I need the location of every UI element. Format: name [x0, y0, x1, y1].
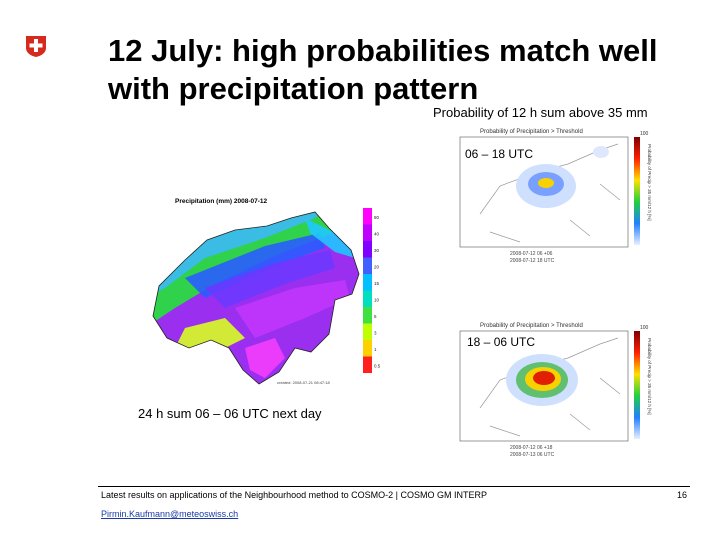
legend-swatch	[363, 274, 372, 291]
legend-swatch	[363, 323, 372, 340]
footer-divider	[98, 486, 690, 487]
panel-label-18-06: 18 – 06 UTC	[467, 335, 536, 349]
slide-title-line-2: with precipitation pattern	[108, 71, 479, 106]
legend-swatch	[363, 257, 372, 274]
legend-level-label: 20	[374, 265, 380, 270]
legend-swatch	[363, 224, 372, 241]
prob-panel-footer-1: 2008-07-12 06 +06	[510, 251, 553, 257]
precipitation-map: Precipitation (mm) 2008-07-12 8040302015…	[152, 198, 380, 385]
probability-map-06-18: Probability of Precipitation > Threshold…	[459, 129, 652, 264]
slide-title-line-1: 12 July: high probabilities match well	[108, 33, 658, 68]
prob-panel-title: Probability of Precipitation > Threshold	[480, 323, 583, 329]
prob-panel-footer-2: 2008-07-13 06 UTC	[510, 452, 555, 458]
legend-swatch	[363, 290, 372, 307]
legend-level-label: 0.5	[374, 364, 380, 369]
precip-map-title: Precipitation (mm) 2008-07-12	[175, 198, 268, 205]
footer-text: Latest results on applications of the Ne…	[101, 490, 488, 500]
prob-scale-label: Probability of Precip > 35 mm/12 h [%]	[647, 144, 652, 221]
prob-panel-footer-2: 2008-07-12 18 UTC	[510, 258, 555, 264]
panel-label-06-18: 06 – 18 UTC	[465, 147, 534, 161]
prob-panel-footer-1: 2008-07-12 06 +18	[510, 445, 553, 451]
swiss-cross-logo-icon	[26, 36, 46, 57]
precip-field	[153, 212, 359, 384]
probability-subtitle: Probability of 12 h sum above 35 mm	[433, 105, 648, 120]
legend-level-label: 10	[374, 298, 380, 303]
legend-swatch	[363, 307, 372, 324]
legend-level-label: 15	[374, 281, 380, 286]
prob-scale-top: 100	[640, 325, 649, 331]
legend-level-label: 80	[374, 215, 380, 220]
legend-level-label: 5	[374, 314, 377, 319]
legend-swatch	[363, 241, 372, 258]
page-number: 16	[677, 490, 688, 500]
legend-level-label: 30	[374, 248, 380, 253]
legend-level-label: 1	[374, 347, 377, 352]
probability-map-18-06: Probability of Precipitation > Threshold…	[459, 323, 652, 458]
legend-level-label: 40	[374, 232, 380, 237]
legend-swatch	[363, 340, 372, 357]
legend-swatch	[363, 208, 372, 225]
footer-email-link[interactable]: Pirmin.Kaufmann@meteoswiss.ch	[101, 509, 239, 519]
prob-scale-top: 100	[640, 131, 649, 137]
prob-panel-title: Probability of Precipitation > Threshold	[480, 129, 583, 135]
precip-map-caption: 24 h sum 06 – 06 UTC next day	[138, 406, 322, 421]
legend-level-label: 3	[374, 331, 377, 336]
prob-scale-label: Probability of Precip > 35 mm/12 h [%]	[647, 338, 652, 415]
precip-map-credit: created: 2008-07-21 08:47:18	[277, 380, 330, 385]
slide-title: 12 July: high probabilities match well w…	[108, 32, 708, 108]
legend-swatch	[363, 356, 372, 373]
precip-legend: 80 40 30 20 15 10 5 3 1 0.5	[363, 208, 380, 373]
